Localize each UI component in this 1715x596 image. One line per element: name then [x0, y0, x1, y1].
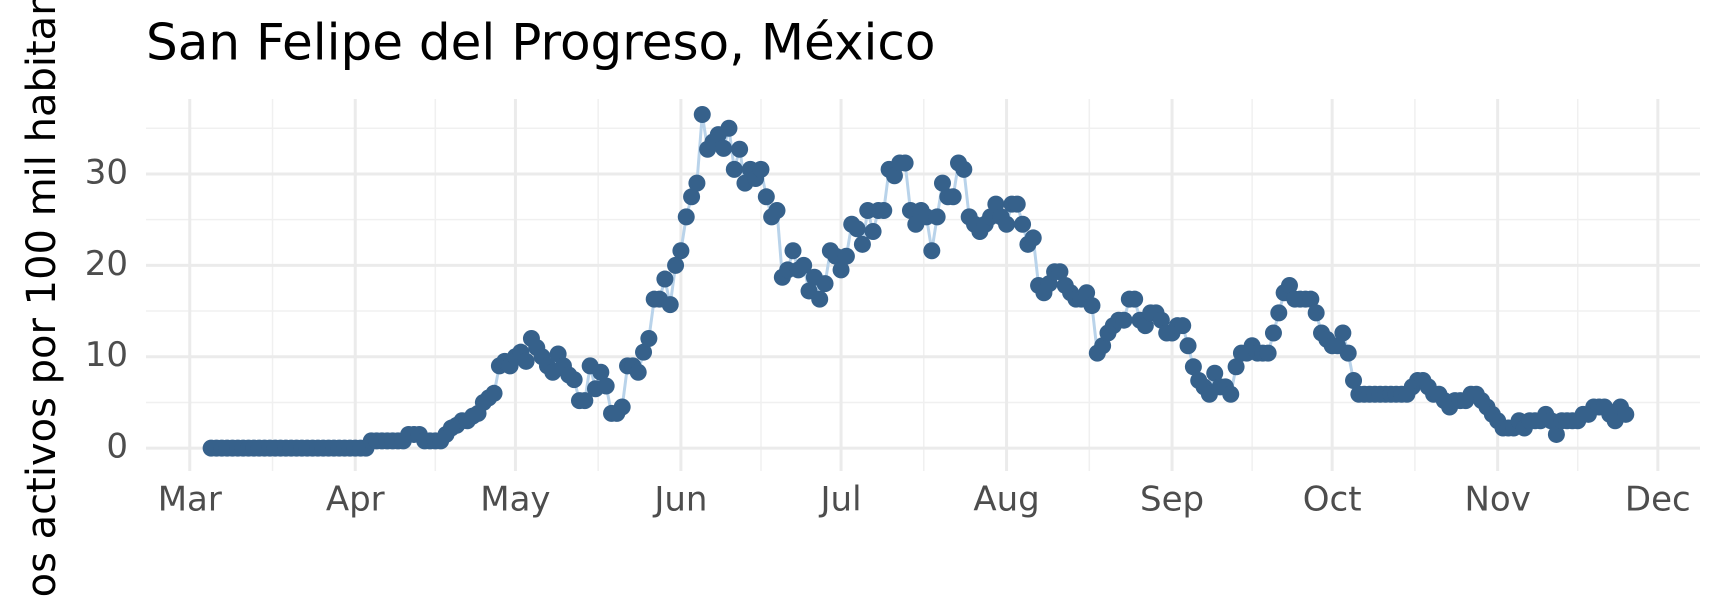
- data-point: [875, 202, 893, 220]
- data-point: [1115, 311, 1133, 329]
- data-point: [1179, 337, 1197, 355]
- data-point: [768, 202, 786, 220]
- data-point: [1184, 358, 1202, 376]
- data-point: [517, 352, 535, 370]
- data-point: [923, 242, 941, 260]
- data-point: [635, 343, 653, 361]
- data-point: [1152, 311, 1170, 329]
- x-tick-label: Nov: [1464, 480, 1530, 520]
- data-point: [1051, 263, 1069, 281]
- x-tick-label: Apr: [326, 480, 385, 520]
- data-point: [1014, 215, 1032, 233]
- x-tick-label: May: [480, 480, 550, 520]
- data-point: [1222, 385, 1240, 403]
- x-tick-label: Sep: [1140, 480, 1204, 520]
- data-point: [837, 247, 855, 265]
- x-tick-label: Jun: [652, 480, 707, 520]
- x-tick-label: Oct: [1303, 480, 1362, 520]
- data-point: [784, 242, 802, 260]
- data-point: [656, 270, 674, 288]
- data-point: [1083, 297, 1101, 315]
- x-tick-label: Jul: [819, 480, 862, 520]
- x-tick-label: Dec: [1625, 480, 1691, 520]
- data-point: [1206, 364, 1224, 382]
- data-point: [1270, 304, 1288, 322]
- data-point: [1302, 290, 1320, 308]
- data-point: [987, 195, 1005, 213]
- data-point: [1094, 337, 1112, 355]
- data-point: [1174, 317, 1192, 335]
- data-point: [1339, 344, 1357, 362]
- data-point: [998, 215, 1016, 233]
- data-point: [597, 377, 615, 395]
- data-point: [683, 188, 701, 206]
- data-point: [629, 363, 647, 381]
- data-point: [1126, 290, 1144, 308]
- data-point: [1345, 372, 1363, 390]
- grid: [146, 99, 1700, 471]
- y-tick-label: 30: [85, 152, 128, 192]
- data-point: [955, 160, 973, 178]
- data-point: [896, 154, 914, 172]
- data-point: [811, 290, 829, 308]
- y-axis-label: Casos activos por 100 mil habitantes: [19, 0, 65, 596]
- data-point: [613, 398, 631, 416]
- data-point: [725, 160, 743, 178]
- x-tick-label: Mar: [158, 480, 222, 520]
- data-point: [816, 275, 834, 293]
- data-point: [1136, 317, 1154, 335]
- data-point: [661, 296, 679, 314]
- data-point: [795, 256, 813, 274]
- data-point: [1008, 195, 1026, 213]
- data-point: [1024, 229, 1042, 247]
- data-point: [485, 384, 503, 402]
- data-point: [864, 223, 882, 241]
- data-point: [1264, 324, 1282, 342]
- data-point: [1259, 344, 1277, 362]
- data-point: [565, 371, 583, 389]
- data-point: [928, 208, 946, 226]
- data-point: [944, 188, 962, 206]
- data-point: [1617, 405, 1635, 423]
- plot: [202, 106, 1635, 457]
- data-point: [1280, 276, 1298, 294]
- data-point: [1334, 324, 1352, 342]
- x-tick-label: Aug: [973, 480, 1039, 520]
- data-point: [752, 160, 770, 178]
- data-point: [640, 329, 658, 347]
- data-point: [853, 235, 871, 253]
- data-point: [677, 208, 695, 226]
- data-point: [1547, 425, 1565, 443]
- data-point: [688, 174, 706, 192]
- data-point: [576, 392, 594, 410]
- data-point: [832, 261, 850, 279]
- data-point: [1078, 284, 1096, 302]
- y-tick-label: 0: [106, 427, 128, 467]
- data-point: [720, 119, 738, 137]
- y-tick-label: 20: [85, 244, 128, 284]
- y-tick-label: 10: [85, 335, 128, 375]
- data-point: [848, 220, 866, 238]
- data-point: [693, 106, 711, 124]
- data-point: [731, 140, 749, 158]
- data-point: [885, 167, 903, 185]
- data-point: [1307, 304, 1325, 322]
- data-point: [672, 242, 690, 260]
- data-point: [592, 363, 610, 381]
- chart-title: San Felipe del Progreso, México: [146, 14, 936, 72]
- data-point: [667, 256, 685, 274]
- data-point: [757, 188, 775, 206]
- data-point: [933, 174, 951, 192]
- data-point: [1227, 358, 1245, 376]
- data-point: [715, 139, 733, 157]
